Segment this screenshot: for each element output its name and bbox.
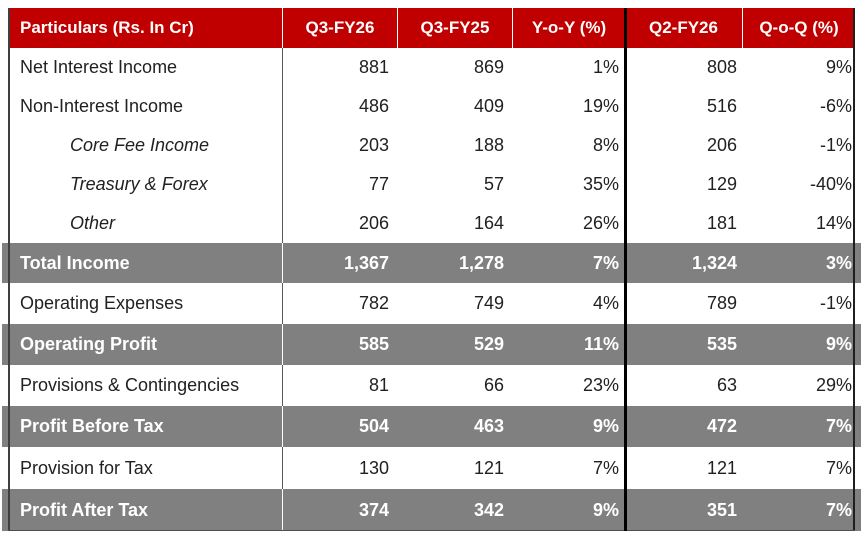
cell-particulars: Operating Expenses: [8, 283, 283, 324]
cell-yoy: 1%: [592, 57, 619, 77]
cell-yoy: 8%: [592, 135, 619, 155]
cell-q2-fy26: 181: [706, 213, 737, 233]
cell-qoq: 29%: [815, 375, 852, 395]
cell-qoq: 7%: [825, 457, 852, 478]
table-row: Non-Interest Income 486 409 19% 516 -6%: [8, 87, 855, 126]
table-row: Other 206 164 26% 181 14%: [8, 204, 855, 243]
table-row: Total Income 1,367 1,278 7% 1,324 3%: [2, 243, 861, 283]
table-row: Provision for Tax 130 121 7% 121 7%: [8, 447, 855, 489]
cell-particulars: Provision for Tax: [8, 447, 283, 489]
table-row: Net Interest Income 881 869 1% 808 9%: [8, 48, 855, 87]
cell-particulars: Other: [8, 204, 283, 243]
cell-particulars: Total Income: [2, 243, 283, 283]
cell-particulars: Treasury & Forex: [8, 165, 283, 204]
cell-yoy: 19%: [582, 96, 619, 116]
header-cell-qoq: Q-o-Q (%): [759, 18, 839, 37]
cell-q3-fy26: 486: [358, 96, 389, 116]
cell-q3-fy25: 164: [473, 213, 504, 233]
cell-q3-fy26: 374: [358, 499, 389, 520]
cell-particulars: Profit After Tax: [2, 489, 283, 531]
cell-yoy: 26%: [582, 213, 619, 233]
cell-q3-fy25: 749: [473, 293, 504, 313]
cell-particulars: Core Fee Income: [8, 126, 283, 165]
cell-qoq: -6%: [819, 96, 852, 116]
table-row: Operating Expenses 782 749 4% 789 -1%: [8, 283, 855, 324]
cell-yoy: 9%: [592, 416, 619, 436]
cell-q2-fy26: 535: [706, 334, 737, 354]
cell-q3-fy26: 782: [358, 293, 389, 313]
cell-q3-fy26: 203: [358, 135, 389, 155]
header-cell-particulars: Particulars (Rs. In Cr): [8, 8, 283, 48]
cell-yoy: 9%: [592, 499, 619, 520]
cell-q3-fy26: 1,367: [343, 252, 389, 273]
cell-q3-fy26: 504: [358, 416, 389, 436]
cell-qoq: 3%: [825, 252, 852, 273]
header-cell-q3-fy26: Q3-FY26: [283, 8, 398, 48]
cell-q2-fy26: 129: [706, 174, 737, 194]
cell-q2-fy26: 472: [706, 416, 737, 436]
cell-qoq: 7%: [825, 416, 852, 436]
cell-yoy: 7%: [592, 457, 619, 478]
cell-q3-fy26: 77: [368, 174, 389, 194]
cell-yoy: 35%: [582, 174, 619, 194]
cell-q2-fy26: 789: [706, 293, 737, 313]
cell-q3-fy25: 529: [473, 334, 504, 354]
cell-qoq: 9%: [825, 334, 852, 354]
header-cell-q3-fy25: Q3-FY25: [398, 8, 513, 48]
header-cell-q2-fy26: Q2-FY26: [625, 8, 743, 48]
quarter-section-divider: [624, 8, 627, 531]
cell-qoq: -40%: [809, 174, 852, 194]
cell-q2-fy26: 351: [706, 499, 737, 520]
cell-q2-fy26: 1,324: [691, 252, 737, 273]
cell-q3-fy25: 66: [483, 375, 504, 395]
table-left-border: [8, 8, 10, 531]
table-body: Net Interest Income 881 869 1% 808 9% Non-Inte…: [2, 48, 861, 531]
cell-q3-fy25: 121: [473, 457, 504, 478]
cell-q3-fy26: 206: [358, 213, 389, 233]
cell-q3-fy25: 342: [473, 499, 504, 520]
cell-q3-fy25: 869: [473, 57, 504, 77]
cell-q2-fy26: 63: [716, 375, 737, 395]
cell-q2-fy26: 206: [706, 135, 737, 155]
cell-qoq: 14%: [815, 213, 852, 233]
table-right-border: [853, 8, 855, 531]
cell-q3-fy25: 409: [473, 96, 504, 116]
cell-qoq: 7%: [825, 499, 852, 520]
cell-q3-fy25: 188: [473, 135, 504, 155]
table-bottom-border: [8, 529, 855, 531]
cell-qoq: -1%: [819, 293, 852, 313]
cell-yoy: 23%: [582, 375, 619, 395]
table-header-row: Particulars (Rs. In Cr) Q3-FY26 Q3-FY25 …: [8, 8, 855, 48]
table-row: Treasury & Forex 77 57 35% 129 -40%: [8, 165, 855, 204]
cell-q2-fy26: 516: [706, 96, 737, 116]
table-row: Profit Before Tax 504 463 9% 472 7%: [2, 406, 861, 447]
cell-qoq: 9%: [825, 57, 852, 77]
table-row: Provisions & Contingencies 81 66 23% 63 29%: [8, 365, 855, 406]
cell-q2-fy26: 121: [706, 457, 737, 478]
cell-q3-fy26: 585: [358, 334, 389, 354]
cell-q2-fy26: 808: [706, 57, 737, 77]
cell-particulars: Non-Interest Income: [8, 87, 283, 126]
table-row: Core Fee Income 203 188 8% 206 -1%: [8, 126, 855, 165]
table-row: Profit After Tax 374 342 9% 351 7%: [2, 489, 861, 531]
header-cell-yoy: Y-o-Y (%): [531, 18, 607, 37]
cell-q3-fy26: 881: [358, 57, 389, 77]
cell-qoq: -1%: [819, 135, 852, 155]
cell-yoy: 11%: [583, 334, 619, 354]
table-row: Operating Profit 585 529 11% 535 9%: [2, 324, 861, 365]
cell-particulars: Provisions & Contingencies: [8, 365, 283, 406]
cell-q3-fy25: 57: [483, 174, 504, 194]
cell-yoy: 4%: [592, 293, 619, 313]
cell-particulars: Profit Before Tax: [2, 406, 283, 447]
cell-q3-fy25: 463: [473, 416, 504, 436]
cell-yoy: 7%: [592, 252, 619, 273]
cell-particulars: Operating Profit: [2, 324, 283, 365]
cell-particulars: Net Interest Income: [8, 48, 283, 87]
cell-q3-fy25: 1,278: [458, 252, 504, 273]
cell-q3-fy26: 81: [368, 375, 389, 395]
cell-q3-fy26: 130: [358, 457, 389, 478]
